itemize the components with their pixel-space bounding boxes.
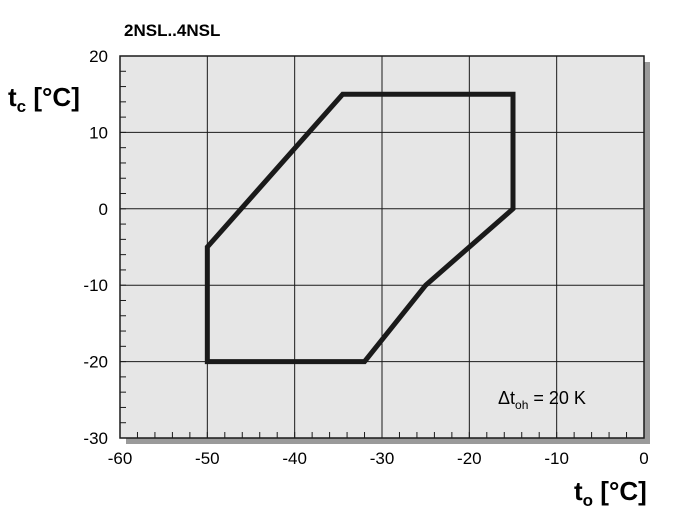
y-tick-labels: -30 -20 -10 0 10 20: [83, 47, 108, 448]
superheat-annotation: Δtoh = 20 K: [498, 388, 586, 412]
y-tick-label: -30: [83, 429, 108, 448]
x-tick-label: -30: [370, 449, 395, 468]
y-tick-label: 20: [89, 47, 108, 66]
operating-envelope-line: [204, 91, 516, 365]
y-tick-label: 0: [99, 200, 108, 219]
x-tick-label: -60: [108, 449, 133, 468]
x-tick-label: 0: [639, 449, 648, 468]
x-tick-label: -40: [282, 449, 307, 468]
x-tick-label: -50: [195, 449, 220, 468]
y-tick-label: 10: [89, 123, 108, 142]
x-tick-label: -20: [457, 449, 482, 468]
x-tick-label: -10: [544, 449, 569, 468]
y-tick-label: -10: [83, 276, 108, 295]
plot-frame: [119, 55, 645, 439]
y-tick-label: -20: [83, 353, 108, 372]
chart-title: 2NSL..4NSL: [124, 21, 220, 40]
x-axis-label: to [°C]: [574, 476, 647, 510]
x-tick-labels: -60 -50 -40 -30 -20 -10 0: [108, 449, 649, 468]
y-axis-label: tc [°C]: [8, 82, 80, 116]
